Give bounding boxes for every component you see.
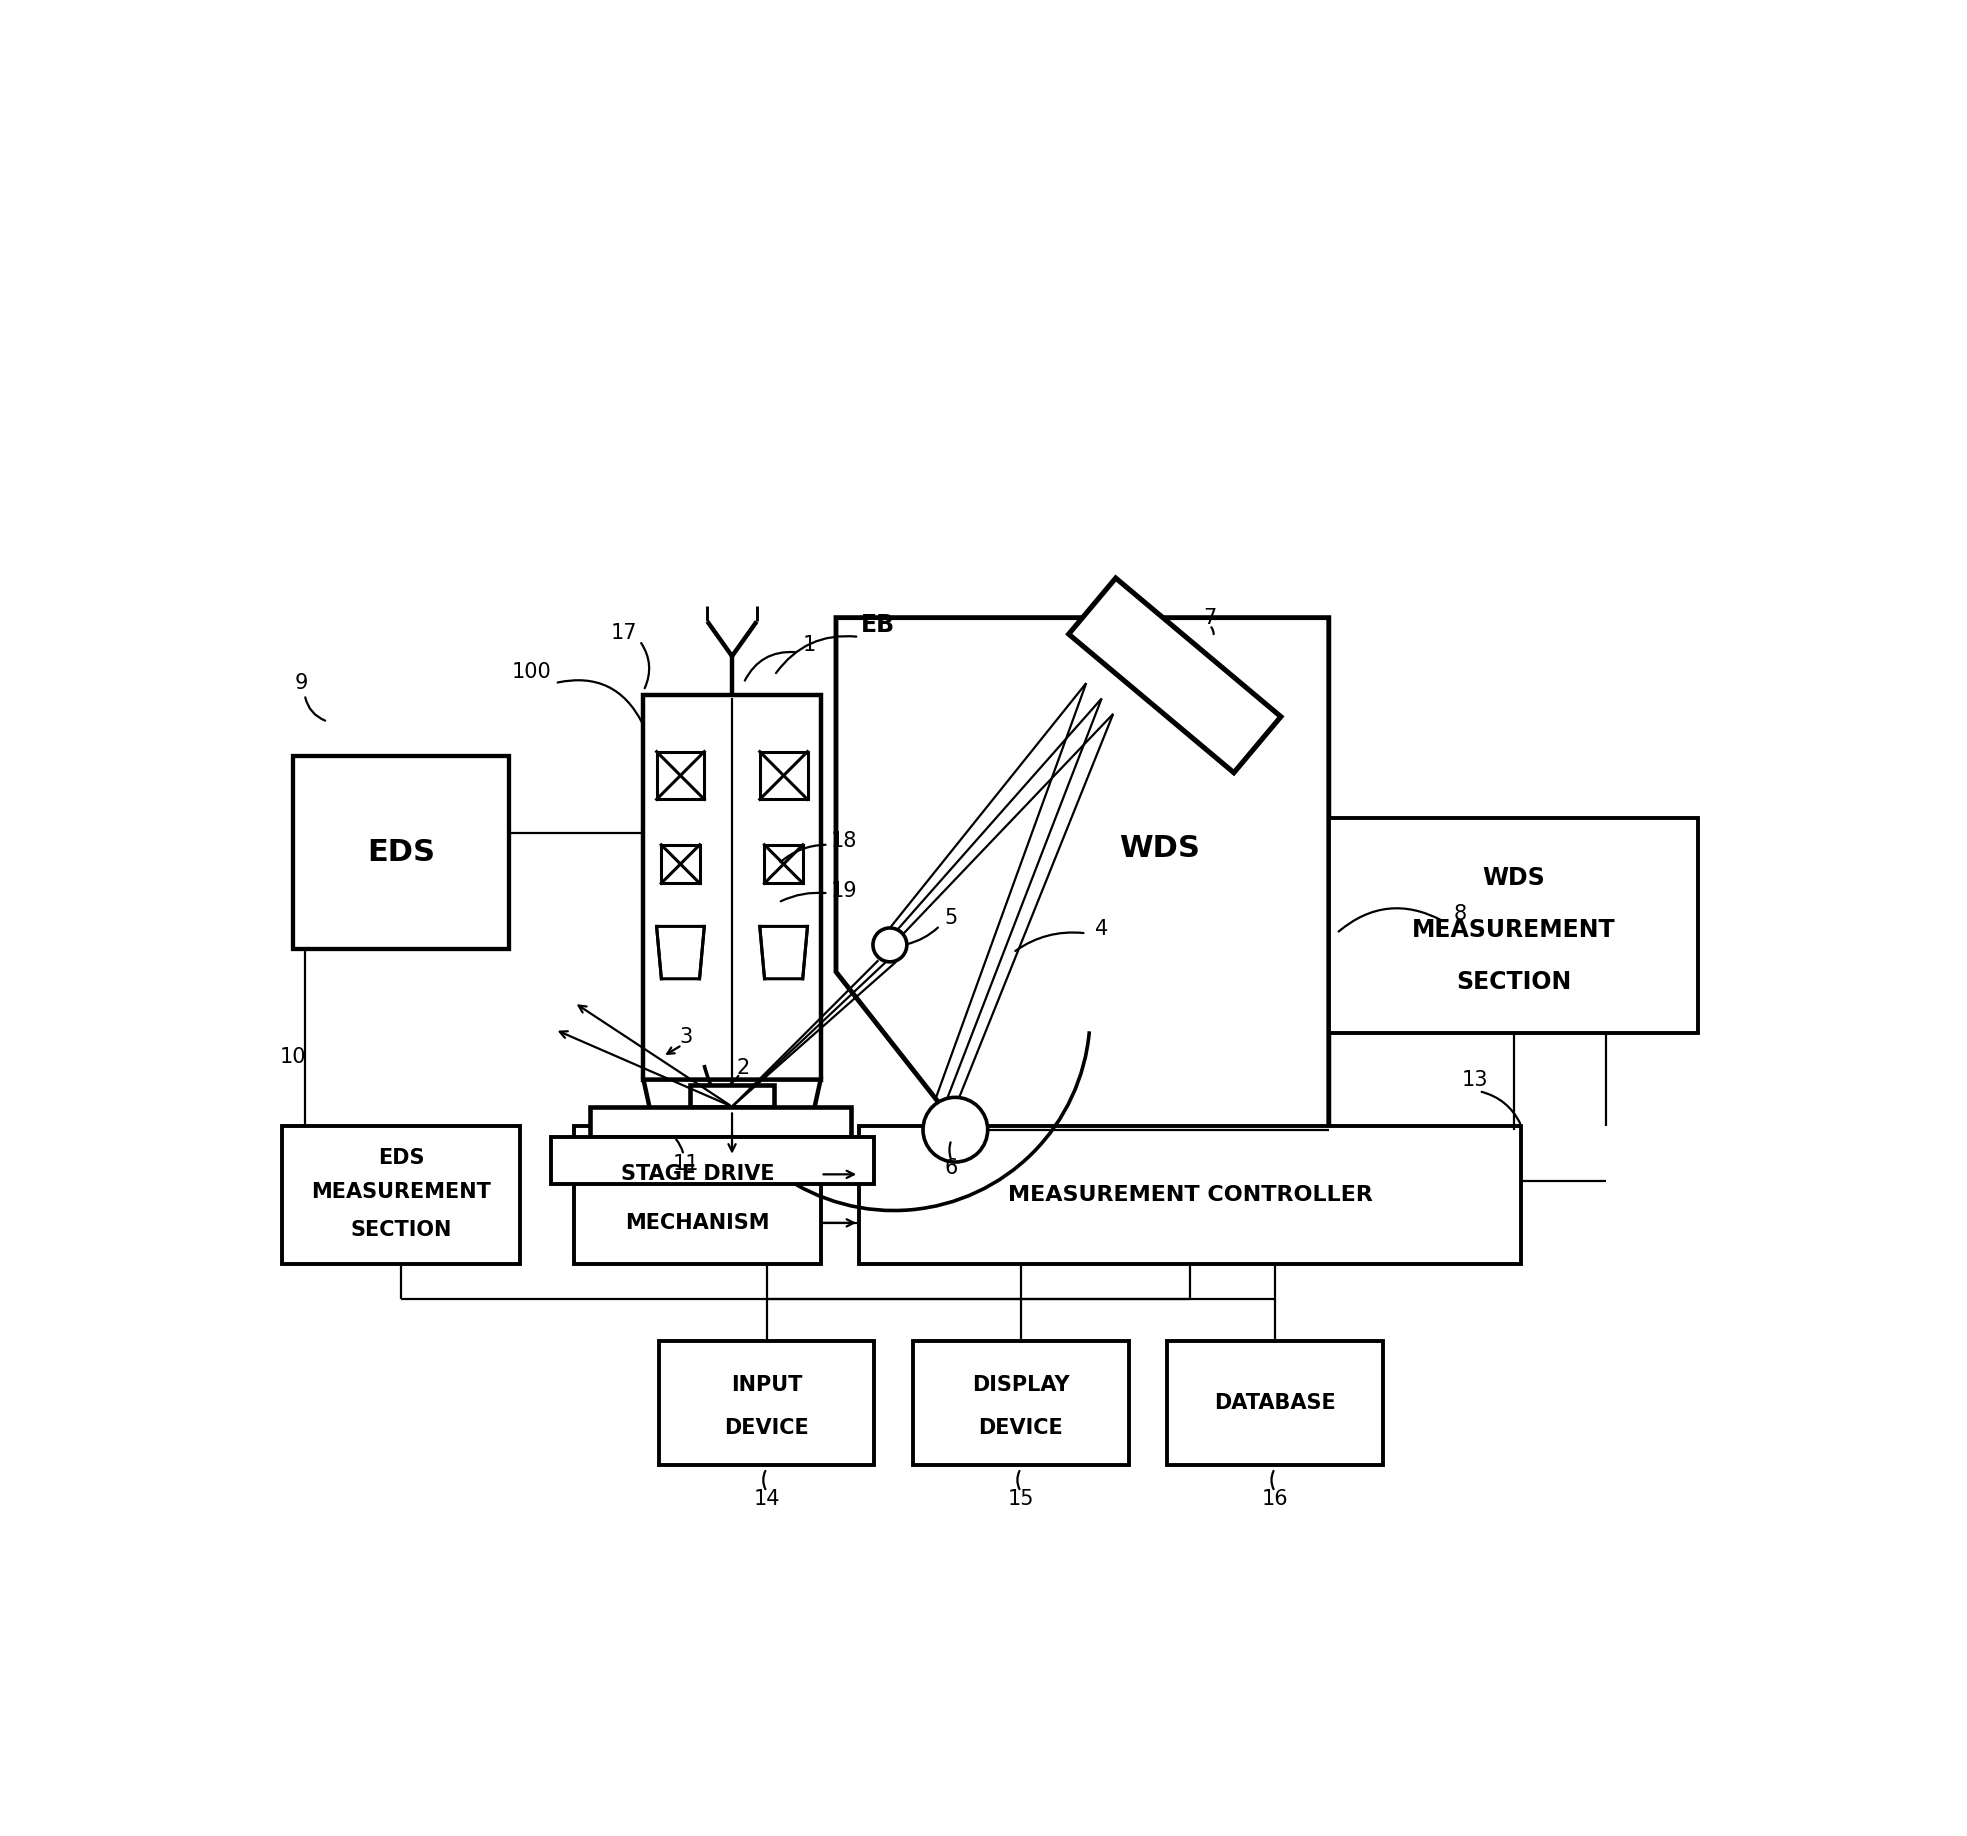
Text: MEASUREMENT: MEASUREMENT bbox=[1412, 918, 1615, 942]
Text: INPUT: INPUT bbox=[732, 1375, 803, 1395]
Circle shape bbox=[923, 1098, 987, 1162]
Text: 3: 3 bbox=[679, 1028, 692, 1047]
Text: 4: 4 bbox=[1096, 920, 1107, 940]
Polygon shape bbox=[657, 927, 704, 979]
Bar bbox=[590, 1107, 852, 1136]
Text: 14: 14 bbox=[753, 1489, 781, 1509]
Text: 18: 18 bbox=[830, 832, 858, 850]
Text: EB: EB bbox=[862, 613, 895, 637]
Text: 19: 19 bbox=[830, 881, 858, 901]
Bar bbox=[659, 1342, 875, 1465]
Text: 15: 15 bbox=[1007, 1489, 1035, 1509]
Text: 17: 17 bbox=[612, 622, 637, 643]
Text: DISPLAY: DISPLAY bbox=[972, 1375, 1070, 1395]
Polygon shape bbox=[653, 1122, 810, 1168]
Text: MEASUREMENT: MEASUREMENT bbox=[311, 1182, 492, 1203]
Bar bbox=[293, 756, 509, 949]
Text: 7: 7 bbox=[1202, 608, 1216, 628]
Bar bbox=[1330, 817, 1698, 1034]
Bar bbox=[643, 694, 820, 1080]
Text: MEASUREMENT CONTROLLER: MEASUREMENT CONTROLLER bbox=[1007, 1186, 1373, 1204]
Text: DEVICE: DEVICE bbox=[978, 1417, 1064, 1438]
Text: DEVICE: DEVICE bbox=[724, 1417, 808, 1438]
Text: EDS: EDS bbox=[368, 837, 435, 867]
Text: 10: 10 bbox=[279, 1047, 307, 1067]
Text: SECTION: SECTION bbox=[350, 1219, 452, 1239]
Polygon shape bbox=[643, 1080, 820, 1122]
Text: 16: 16 bbox=[1261, 1489, 1288, 1509]
Bar bbox=[913, 1342, 1129, 1465]
Bar bbox=[551, 1136, 875, 1184]
Bar bbox=[860, 1125, 1520, 1265]
Bar bbox=[657, 751, 704, 799]
Text: 9: 9 bbox=[295, 674, 307, 694]
Bar bbox=[574, 1125, 820, 1265]
Bar bbox=[661, 845, 700, 883]
Text: STAGE DRIVE: STAGE DRIVE bbox=[620, 1164, 775, 1184]
Bar bbox=[759, 751, 808, 799]
Text: 13: 13 bbox=[1461, 1070, 1489, 1089]
Text: 6: 6 bbox=[944, 1159, 958, 1179]
Bar bbox=[1068, 578, 1281, 773]
Polygon shape bbox=[759, 927, 808, 979]
Polygon shape bbox=[836, 617, 1330, 1188]
Text: EDS: EDS bbox=[378, 1148, 425, 1168]
Text: 5: 5 bbox=[944, 909, 958, 927]
Text: 11: 11 bbox=[673, 1155, 698, 1175]
Text: 1: 1 bbox=[803, 635, 816, 655]
Text: 2: 2 bbox=[738, 1058, 749, 1078]
Text: 8: 8 bbox=[1454, 903, 1465, 924]
Text: WDS: WDS bbox=[1119, 834, 1200, 863]
Bar bbox=[690, 1085, 775, 1107]
Text: MECHANISM: MECHANISM bbox=[626, 1214, 769, 1232]
Text: DATABASE: DATABASE bbox=[1214, 1394, 1336, 1414]
Text: SECTION: SECTION bbox=[1456, 969, 1572, 993]
Text: 100: 100 bbox=[511, 661, 551, 681]
Bar bbox=[1166, 1342, 1383, 1465]
Bar bbox=[765, 845, 803, 883]
Bar bbox=[281, 1125, 521, 1265]
Text: WDS: WDS bbox=[1483, 867, 1544, 890]
Circle shape bbox=[873, 927, 907, 962]
